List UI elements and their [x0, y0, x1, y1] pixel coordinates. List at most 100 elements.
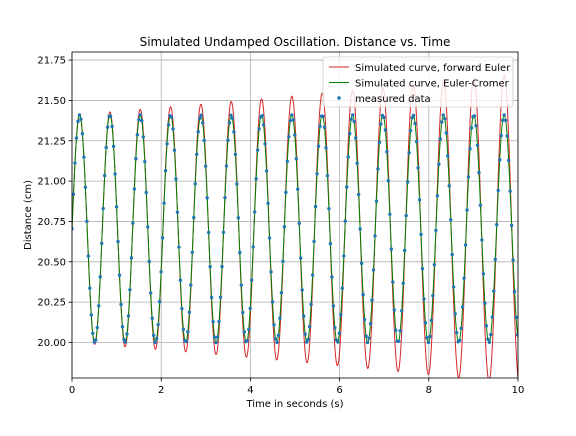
measured-data-point	[214, 340, 218, 345]
measured-data-point	[181, 327, 186, 332]
measured-data-point	[143, 159, 147, 164]
measured-data-point	[159, 270, 163, 274]
x-tick-label: 2	[158, 385, 164, 396]
x-tick-label: 4	[247, 385, 253, 396]
measured-data-point	[371, 268, 376, 272]
measured-data-point	[419, 232, 423, 237]
measured-data-point	[166, 123, 171, 127]
measured-data-point	[116, 239, 120, 244]
measured-data-point	[466, 175, 471, 179]
measured-data-point	[487, 340, 492, 344]
measured-data-point	[417, 198, 422, 202]
measured-data-point	[238, 250, 242, 255]
measured-data-point	[95, 325, 99, 330]
measured-data-point	[373, 234, 377, 238]
measured-data-point	[367, 336, 371, 340]
measured-data-point	[379, 122, 383, 126]
measured-data-point	[296, 187, 300, 191]
measured-data-point	[235, 182, 239, 186]
measured-data-point	[359, 261, 364, 266]
measured-data-point	[404, 213, 408, 218]
measured-data-point	[324, 146, 328, 150]
measured-data-point	[212, 335, 217, 339]
axes-frame	[71, 51, 519, 379]
measured-data-point	[171, 127, 175, 131]
measured-data-point	[211, 319, 215, 324]
measured-data-point	[187, 310, 192, 314]
measured-data-point	[260, 113, 264, 118]
measured-data-point	[89, 313, 94, 317]
measured-data-point	[493, 257, 497, 262]
measured-data-point	[411, 113, 416, 118]
measured-data-point	[498, 158, 502, 162]
chart-title: Simulated Undamped Oscillation. Distance…	[140, 35, 451, 49]
measured-data-point	[203, 164, 208, 168]
measured-data-point	[88, 286, 92, 290]
measured-data-point	[252, 210, 257, 214]
measured-data-point	[74, 136, 79, 140]
legend-entry-label: Simulated curve, forward Euler	[355, 63, 511, 74]
measured-data-point	[434, 228, 438, 232]
measured-data-point	[261, 123, 266, 127]
x-tick-label: 6	[336, 385, 342, 396]
measured-data-point	[131, 221, 135, 225]
measured-data-point	[477, 170, 481, 175]
measured-data-point	[422, 297, 426, 301]
measured-data-point	[273, 337, 278, 341]
measured-data-point	[220, 264, 224, 269]
measured-data-point	[279, 291, 284, 295]
measured-data-point	[227, 121, 232, 125]
measured-data-point	[293, 133, 297, 137]
measured-data-point	[349, 117, 353, 121]
measured-data-point	[441, 113, 445, 117]
measured-data-point	[267, 236, 272, 240]
measured-data-point	[134, 156, 138, 161]
measured-data-point	[157, 299, 162, 304]
measured-data-point	[113, 172, 117, 176]
measured-data-point	[492, 289, 496, 293]
measured-data-point	[248, 306, 252, 311]
measured-data-point	[299, 256, 303, 260]
measured-data-point	[325, 174, 330, 178]
measured-data-point	[358, 227, 362, 231]
measured-data-point	[79, 117, 83, 121]
measured-data-point	[272, 323, 276, 327]
measured-data-point	[402, 248, 407, 253]
measured-data-point	[304, 340, 309, 344]
measured-data-point	[177, 245, 181, 249]
measured-data-point	[100, 241, 104, 246]
y-tick-label: 20.00	[37, 338, 66, 349]
measured-data-point	[275, 340, 279, 345]
measured-data-point	[82, 155, 86, 159]
measured-data-point	[515, 333, 518, 337]
measured-data-point	[198, 116, 202, 120]
measured-data-point	[122, 337, 126, 342]
measured-data-point	[94, 338, 98, 342]
measured-data-point	[276, 333, 281, 337]
measured-data-point	[284, 190, 288, 195]
measured-data-point	[414, 139, 419, 144]
measured-data-point	[423, 321, 428, 325]
measured-data-point	[205, 196, 209, 200]
measured-data-point	[312, 239, 316, 244]
measured-data-point	[108, 114, 113, 118]
measured-data-point	[383, 128, 388, 132]
measured-data-point	[472, 114, 477, 118]
measured-data-point	[468, 147, 472, 151]
measured-data-point	[453, 312, 457, 316]
measured-data-point	[251, 245, 255, 249]
measured-data-point	[483, 301, 487, 306]
measured-data-point	[502, 113, 506, 117]
measured-data-point	[137, 118, 141, 122]
measured-data-point	[428, 334, 432, 339]
measured-data-point	[401, 281, 405, 285]
measured-data-point	[407, 151, 411, 155]
measured-data-point	[269, 270, 273, 274]
measured-data-point	[316, 144, 321, 148]
measured-data-point	[451, 285, 456, 289]
measured-data-point	[104, 145, 108, 150]
measured-data-point	[135, 133, 140, 137]
measured-data-point	[218, 295, 223, 299]
measured-data-point	[101, 206, 105, 211]
measured-data-point	[172, 148, 177, 152]
